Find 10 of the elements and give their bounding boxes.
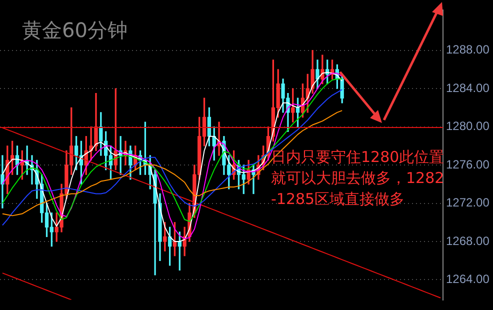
y-tick-label: 1280.00	[446, 119, 490, 134]
y-tick-label: 1284.00	[446, 80, 490, 95]
y-tick-label: 1268.00	[446, 234, 490, 248]
y-tick-label: 1264.00	[446, 272, 490, 286]
y-tick-label: 1288.00	[446, 42, 490, 57]
chart-title: 黄金60分钟	[22, 18, 128, 42]
y-tick-label: 1276.00	[446, 157, 490, 172]
annotation: 日内只要守住1280此位置就可以大胆去做多，1282-1285区域直接做多	[271, 148, 444, 208]
candlestick	[0, 155, 4, 208]
y-tick-label: 1272.00	[446, 196, 490, 210]
